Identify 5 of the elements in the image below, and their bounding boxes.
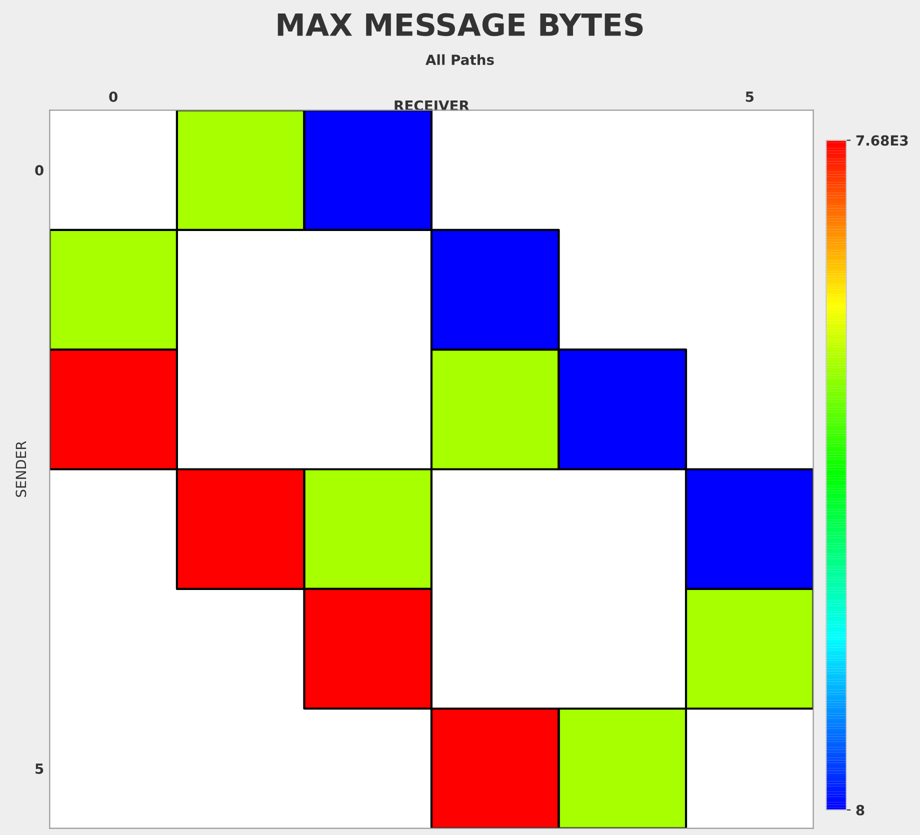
y-axis-title: SENDER xyxy=(16,441,26,497)
color-bar-label: 8 xyxy=(856,804,864,816)
chart-title: MAX MESSAGE BYTES xyxy=(278,13,643,36)
chart-subtitle: All Paths xyxy=(426,54,494,66)
color-bar-label: 7.68E3 xyxy=(856,135,908,146)
